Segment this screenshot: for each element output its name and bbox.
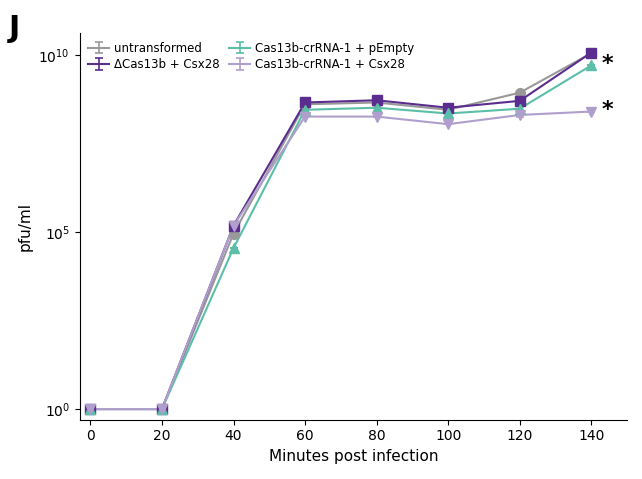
Legend: untransformed, ΔCas13b + Csx28, Cas13b-crRNA-1 + pEmpty, Cas13b-crRNA-1 + Csx28: untransformed, ΔCas13b + Csx28, Cas13b-c… xyxy=(85,39,417,74)
Y-axis label: pfu/ml: pfu/ml xyxy=(18,202,33,251)
X-axis label: Minutes post infection: Minutes post infection xyxy=(268,449,438,464)
Text: *: * xyxy=(602,100,614,120)
Text: J: J xyxy=(8,14,20,43)
Text: *: * xyxy=(602,54,614,74)
